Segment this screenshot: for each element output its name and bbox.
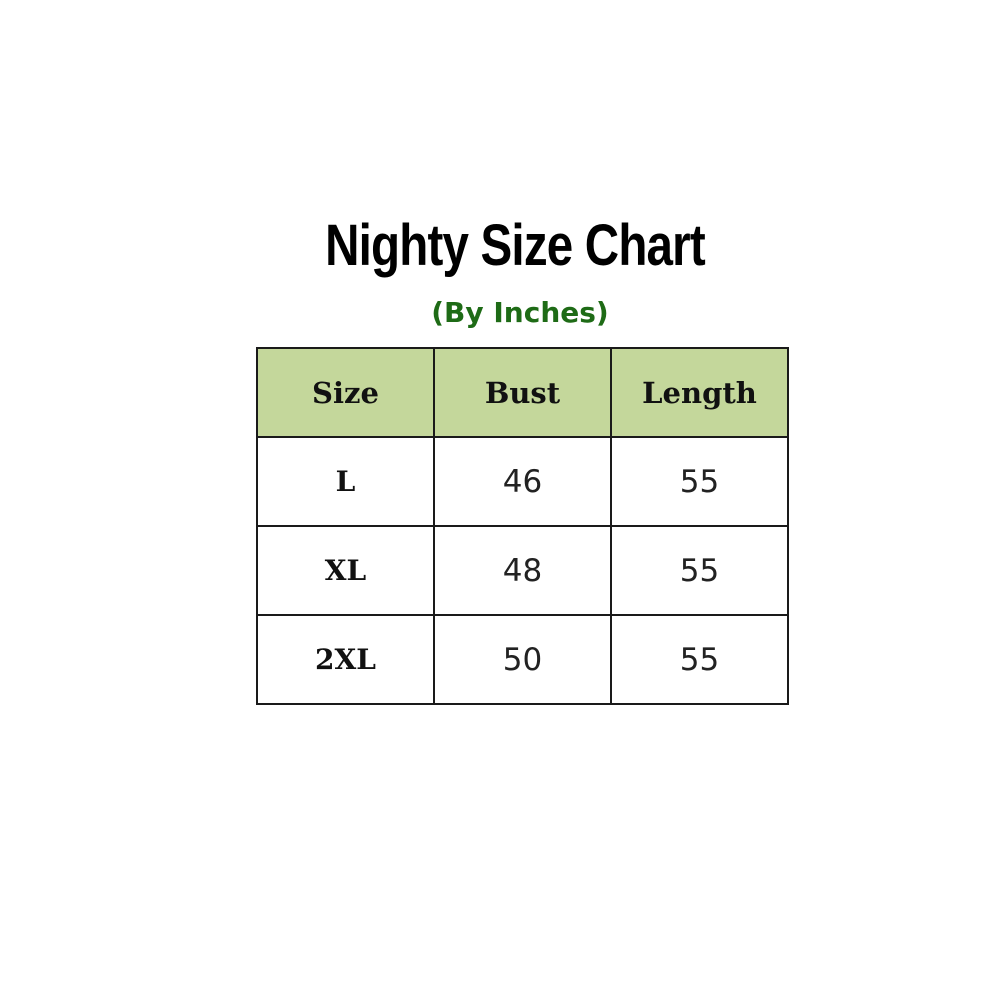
table-row: 2XL 50 55	[256, 614, 789, 705]
cell-size: 2XL	[256, 614, 435, 705]
size-chart-table: Size Bust Length L 46 55 XL 48 55 2XL 50…	[256, 347, 789, 705]
table-row: XL 48 55	[256, 525, 789, 616]
cell-bust: 50	[433, 614, 612, 705]
header-bust: Bust	[433, 347, 612, 438]
cell-length: 55	[610, 525, 789, 616]
cell-bust: 48	[433, 525, 612, 616]
cell-length: 55	[610, 614, 789, 705]
cell-size: XL	[256, 525, 435, 616]
page-title: Nighty Size Chart	[325, 213, 706, 278]
cell-length: 55	[610, 436, 789, 527]
header-size: Size	[256, 347, 435, 438]
table-header-row: Size Bust Length	[256, 347, 789, 438]
header-length: Length	[610, 347, 789, 438]
table-row: L 46 55	[256, 436, 789, 527]
cell-size: L	[256, 436, 435, 527]
cell-bust: 46	[433, 436, 612, 527]
page-subtitle: (By Inches)	[431, 296, 609, 329]
